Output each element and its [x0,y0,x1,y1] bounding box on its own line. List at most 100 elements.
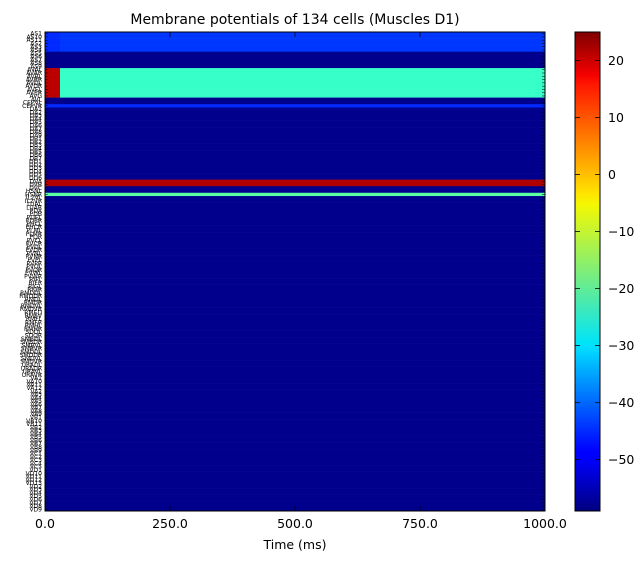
heatmap-row [60,48,545,52]
colorbar-ticks: 20 10 0 −10 −20 −30 −40 −50 [575,53,634,467]
x-tick-label: 500.0 [277,516,313,531]
heatmap-row [45,389,545,394]
heatmap-row [45,307,545,312]
row-label: AS11 [26,37,42,44]
heatmap-row [60,38,545,43]
row-label: DD5 [29,172,42,179]
row-label: SMBVL [22,342,43,349]
row-label: RIFR [28,280,42,287]
heatmap-row [45,61,545,66]
heatmap-row [45,202,545,207]
row-label: DA1 [30,106,43,113]
row-label: RIGR [27,287,42,294]
heatmap-row [45,465,545,469]
heatmap-row-transient [45,48,60,52]
row-label: CEPVL [23,100,43,107]
heatmap-row [45,323,545,328]
row-label: RIFL [29,277,42,284]
heatmap-row [60,45,545,49]
row-label: DD1 [29,159,42,166]
heatmap-row-transient [45,77,60,82]
heatmap-row [60,74,545,79]
heatmap-row [45,163,545,167]
heatmap-row [60,84,545,89]
row-label: AS6 [30,54,42,61]
heatmap-row [45,235,545,239]
row-label: VA10 [27,378,43,385]
heatmap-row [45,438,545,443]
heatmap-row [45,192,545,197]
row-label: URADL [22,362,43,369]
heatmap-row [45,107,545,112]
heatmap-row [45,173,545,177]
heatmap-row [45,422,545,426]
row-label: VB6 [30,437,42,444]
heatmap-row [45,488,545,492]
row-label: DA7 [30,126,43,133]
heatmap-row [45,353,545,358]
heatmap-row [45,140,545,144]
colorbar-tick-label: −30 [608,338,634,353]
row-label: VA11 [27,382,43,389]
heatmap-row-transient [45,91,60,95]
row-label: PVCL [27,237,43,244]
heatmap-row [45,317,545,322]
row-label: RMED [24,310,42,317]
heatmap-row [45,412,545,417]
row-label: SMDVL [21,355,43,362]
row-label: PVQR [25,267,42,274]
heatmap-row [45,320,545,325]
heatmap-row [45,238,545,243]
colorbar-tick-label: 20 [608,53,624,68]
colorbar-tick-label: −50 [608,452,634,467]
heatmap-row [45,376,545,381]
row-label: DA3 [30,113,43,120]
row-label: DB5 [29,149,42,156]
row-label: VA6 [30,401,42,408]
row-label: VB10 [26,418,42,425]
row-label: VB3 [30,428,42,435]
heatmap-row [45,346,545,351]
heatmap-row [45,114,545,118]
heatmap-row [45,284,545,289]
heatmap-row [45,366,545,371]
row-label: VB9 [30,447,42,454]
row-label: PVQL [26,264,42,271]
heatmap-row [60,68,545,72]
row-label: VA1 [30,375,42,382]
row-label: RMEV [25,313,43,320]
row-label: URADR [21,365,42,372]
heatmap-row-transient [45,38,60,43]
row-label: AVEL [27,86,43,93]
heatmap-row [45,268,545,272]
row-label: PLMR [26,231,42,238]
heatmap-row [45,264,545,269]
heatmap-row [45,232,545,236]
row-label: PVWR [24,273,42,280]
heatmap-row [60,87,545,92]
x-axis-label: Time (ms) [262,537,326,552]
heatmap-row [45,415,545,420]
row-label: SMBVR [21,346,42,353]
heatmap-row [45,333,545,338]
heatmap-row [45,458,545,463]
heatmap-row-transient [45,74,60,79]
x-tick-label: 250.0 [152,516,188,531]
row-label: PDA [30,208,43,215]
row-label: VB8 [30,444,42,451]
heatmap-row-transient [45,32,60,36]
heatmap-row [60,77,545,82]
row-label: VD1 [29,467,42,474]
row-label: RIGL [28,283,43,290]
row-label: AVDL [26,80,42,87]
row-label: VB1 [30,414,42,421]
heatmap-row [45,199,545,203]
heatmap-row [60,35,545,39]
heatmap-row [45,297,545,302]
heatmap-row [60,91,545,95]
row-label: PVDL [26,244,42,251]
row-label: PHCR [26,224,43,231]
row-label: AS2 [30,40,42,47]
heatmap-row [45,261,545,266]
row-label: AVG [30,93,43,100]
